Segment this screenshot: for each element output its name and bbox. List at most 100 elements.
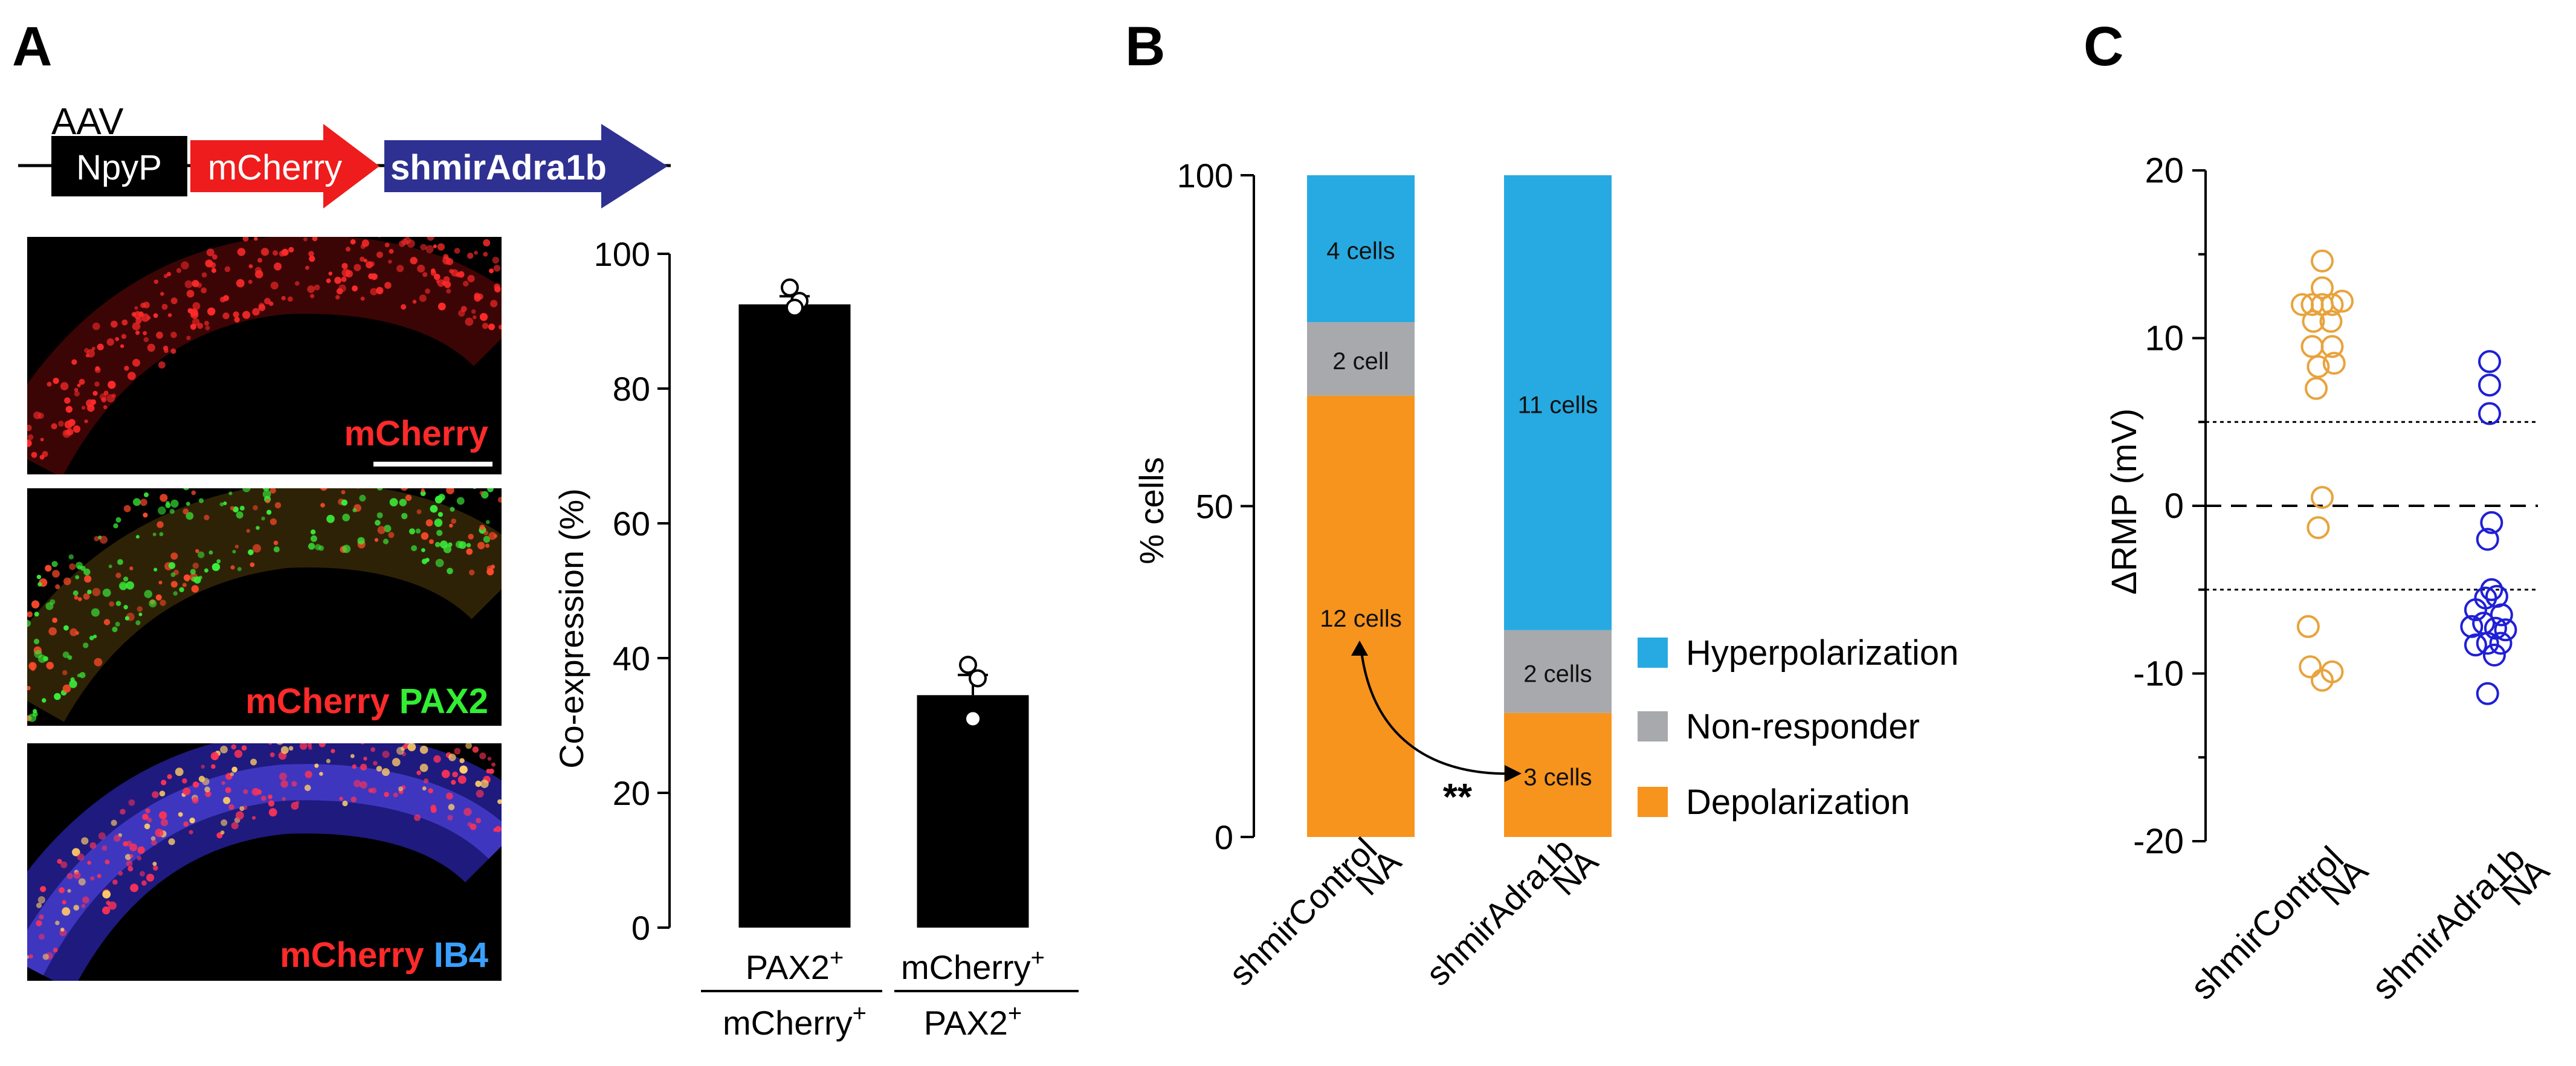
cell-dot: [152, 865, 158, 871]
cell-dot: [400, 488, 408, 491]
cell-dot: [353, 263, 361, 271]
cell-dot: [211, 268, 216, 273]
delta-rmp-point: [2302, 309, 2325, 333]
cell-dot: [184, 480, 187, 483]
cell-dot: [84, 419, 88, 424]
cell-dot: [236, 279, 245, 288]
cell-dot: [211, 764, 216, 769]
cell-dot: [424, 778, 429, 784]
cat2-num: mCherry: [901, 948, 1031, 986]
cell-dot: [268, 808, 277, 817]
cell-dot: [487, 757, 492, 761]
cell-dot: [335, 295, 340, 300]
cell-dot: [42, 451, 48, 457]
cell-dot: [388, 259, 392, 264]
cell-dot: [494, 286, 501, 293]
cell-dot: [350, 796, 357, 803]
delta-rmp-point: [2489, 632, 2513, 655]
cell-dot: [67, 889, 71, 893]
cell-dot: [279, 772, 287, 781]
cell-dot: [158, 361, 166, 369]
cell-dot: [204, 320, 209, 326]
cell-dot: [459, 758, 465, 763]
delta-rmp-point: [2464, 633, 2487, 657]
cell-dot: [39, 914, 44, 920]
cell-dot: [389, 498, 398, 506]
cell-dot: [117, 559, 123, 565]
cell-dot: [261, 516, 265, 521]
cell-dot: [63, 625, 69, 631]
cell-dot: [126, 581, 135, 590]
cell-dot: [326, 514, 335, 523]
cell-dot: [91, 346, 95, 351]
cell-dot: [361, 210, 366, 216]
cell-dot: [153, 567, 158, 572]
cell-dot: [323, 738, 327, 742]
coexpression-point: [781, 278, 799, 297]
cell-dot: [170, 572, 176, 577]
cell-dot: [493, 265, 501, 272]
cell-dot: [37, 412, 44, 419]
delta-rmp-point: [2305, 376, 2328, 400]
cell-dot: [196, 282, 202, 288]
cell-dot: [451, 518, 457, 524]
cell-dot: [419, 763, 428, 772]
cell-dot: [147, 343, 155, 352]
cell-dot: [69, 628, 78, 636]
cell-dot: [170, 331, 177, 338]
legend-swatch-hyperpolarization: [1638, 638, 1668, 668]
cell-dot: [248, 549, 254, 555]
cell-dot: [232, 549, 236, 554]
cell-dot: [485, 543, 489, 548]
cell-dot: [89, 842, 97, 849]
cell-dot: [437, 512, 444, 517]
cell-dot: [170, 581, 178, 588]
cell-dot: [250, 758, 257, 766]
cell-dot: [36, 920, 42, 926]
cell-dot: [112, 626, 118, 633]
cell-dot: [223, 295, 230, 302]
cell-dot: [160, 819, 169, 827]
cell-dot: [62, 684, 71, 693]
segment-count-label: 11 cells: [1518, 392, 1598, 418]
cell-dot: [134, 306, 138, 310]
cell-dot: [359, 494, 366, 502]
comparison-curve: [1360, 646, 1517, 775]
cell-dot: [283, 219, 289, 225]
cell-dot: [309, 256, 315, 262]
cell-dot: [421, 532, 429, 540]
cell-dot: [373, 726, 378, 732]
mcherry-pax2-cells: [27, 480, 502, 722]
cell-dot: [141, 313, 150, 322]
cell-dot: [482, 323, 489, 329]
cell-dot: [197, 323, 204, 329]
category-1-denominator: mCherry+: [723, 1000, 867, 1042]
cell-dot: [420, 244, 427, 251]
cell-dot: [262, 729, 268, 736]
cell-dot: [143, 337, 149, 343]
cell-dot: [254, 237, 258, 241]
cell-dot: [160, 599, 166, 606]
cell-dot: [205, 259, 213, 268]
cell-dot: [474, 251, 478, 255]
cell-dot: [233, 311, 239, 318]
cell-dot: [273, 546, 280, 553]
cell-dot: [239, 505, 245, 511]
cell-dot: [68, 419, 76, 427]
cell-dot: [326, 758, 331, 763]
cell-dot: [163, 274, 168, 279]
cell-dot: [341, 263, 348, 270]
cell-dot: [83, 568, 91, 576]
coexpression-tick-label: 40: [613, 639, 650, 677]
cell-dot: [360, 296, 365, 301]
cell-dot: [303, 237, 308, 242]
cell-dot: [149, 599, 157, 608]
cell-dot: [111, 819, 117, 826]
cell-dot: [266, 215, 272, 221]
cell-dot: [34, 612, 39, 617]
delta-rmp-point: [2311, 668, 2334, 692]
cell-dot: [450, 506, 455, 512]
cell-dot: [388, 532, 395, 538]
comparison-arrowhead-up: [1351, 641, 1368, 656]
cell-dot: [98, 832, 106, 840]
